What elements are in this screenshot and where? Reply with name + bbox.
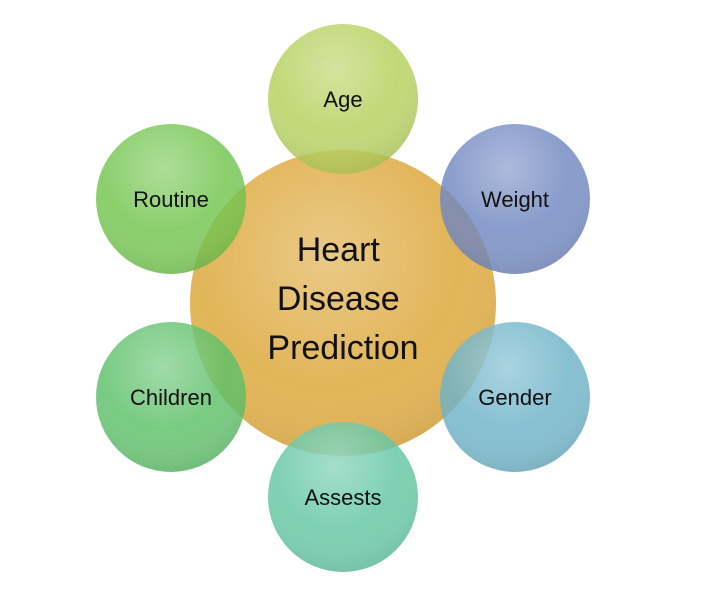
satellite-label-children: Children <box>130 385 212 410</box>
satellite-label-age: Age <box>323 87 362 112</box>
satellite-node-age: Age <box>268 24 418 174</box>
satellite-shine-gender <box>440 322 590 472</box>
center-title-line-2: Disease <box>277 280 400 318</box>
satellite-shine-weight <box>440 124 590 274</box>
center-title-line-1: Heart <box>297 231 381 269</box>
satellite-node-routine: Routine <box>96 124 246 274</box>
satellite-label-weight: Weight <box>481 187 549 212</box>
center-title-line-3: Prediction <box>267 329 418 367</box>
satellite-node-gender: Gender <box>440 322 590 472</box>
satellite-node-children: Children <box>96 322 246 472</box>
satellite-label-assests: Assests <box>304 485 381 510</box>
satellite-label-gender: Gender <box>478 385 551 410</box>
satellite-shine-children <box>96 322 246 472</box>
satellite-label-routine: Routine <box>133 187 209 212</box>
satellite-shine-assests <box>268 422 418 572</box>
center-title: Heart Disease Prediction <box>267 231 418 367</box>
center-circle-shine <box>190 150 496 456</box>
satellite-shine-age <box>268 24 418 174</box>
center-node: Heart Disease Prediction <box>190 150 496 456</box>
satellite-shine-routine <box>96 124 246 274</box>
satellite-node-weight: Weight <box>440 124 590 274</box>
satellite-node-assests: Assests <box>268 422 418 572</box>
